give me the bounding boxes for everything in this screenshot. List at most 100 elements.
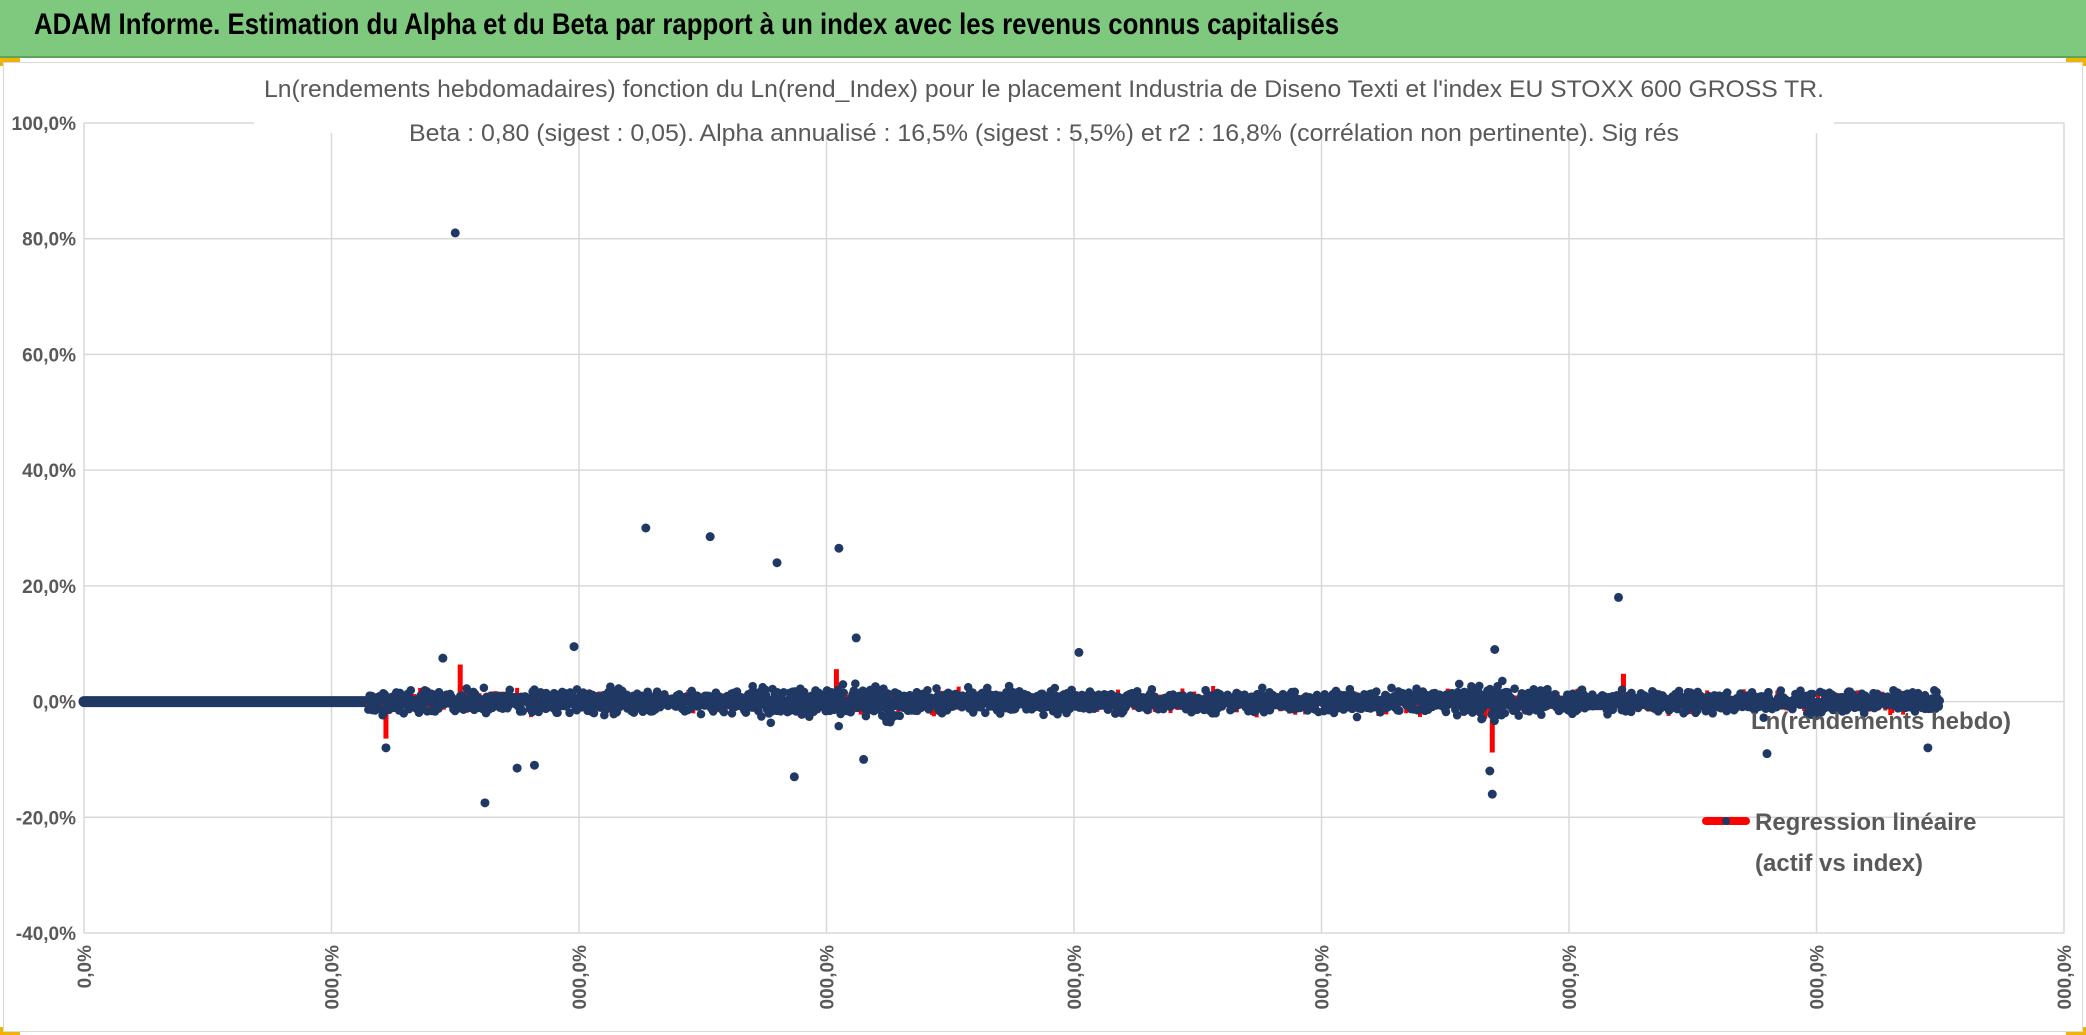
- scatter-point: [565, 708, 574, 718]
- scatter-point: [1498, 676, 1507, 686]
- scatter-point: [518, 707, 528, 716]
- scatter-point: [1510, 684, 1519, 693]
- y-tick-label: -20,0%: [16, 808, 76, 829]
- scatter-outlier: [1487, 789, 1497, 799]
- scatter-outlier: [529, 760, 539, 770]
- scatter-chart: -40,0% -20,0% 0,0% 20,0% 40,0% 60,0% 80,0% 100,…: [12, 67, 2076, 1009]
- scatter-point: [1039, 710, 1048, 720]
- x-tick-label: 0,0%: [75, 945, 96, 988]
- scatter-point: [912, 687, 922, 697]
- scatter-series: [364, 228, 1945, 808]
- chart-title-line2: Beta : 0,80 (sigest : 0,05). Alpha annua…: [409, 120, 1679, 147]
- scatter-point: [719, 707, 729, 717]
- x-tick-label: 000,0%: [1065, 945, 1086, 1010]
- report-title: ADAM Informe. Estimation du Alpha et du …: [34, 8, 1340, 41]
- scatter-point: [1808, 689, 1818, 699]
- x-tick-label: 000,0%: [1808, 945, 1829, 1010]
- scatter-point: [1617, 685, 1627, 694]
- scatter-outlier: [1490, 645, 1500, 654]
- scatter-point: [696, 709, 706, 719]
- scatter-outlier: [1074, 647, 1084, 657]
- scatter-point: [829, 705, 839, 715]
- scatter-point: [834, 721, 844, 731]
- scatter-point: [1290, 687, 1300, 697]
- scatter-outlier: [512, 763, 522, 773]
- scatter-outlier: [851, 633, 861, 643]
- scatter-point: [1111, 709, 1120, 718]
- scatter-point: [589, 708, 599, 718]
- scatter-point: [505, 685, 515, 695]
- scatter-point: [982, 683, 992, 693]
- scatter-outlier: [438, 653, 448, 663]
- scatter-point: [1776, 686, 1786, 695]
- scatter-point: [1372, 687, 1381, 696]
- scatter-point: [1514, 711, 1523, 720]
- scatter-point: [479, 683, 489, 693]
- x-tick-label: 000,0%: [1560, 945, 1581, 1010]
- scatter-point: [1477, 714, 1487, 723]
- grid: [83, 122, 2065, 934]
- scatter-point: [1759, 713, 1769, 722]
- scatter-point: [846, 707, 855, 717]
- y-tick-label: -40,0%: [16, 924, 76, 945]
- legend-label-regression-line1: Regression linéaire: [1755, 809, 1976, 836]
- scatter-point: [839, 688, 849, 698]
- chart-title-bg: [254, 67, 1834, 133]
- scatter-outlier: [1614, 592, 1623, 602]
- y-tick-label: 80,0%: [22, 230, 76, 251]
- scatter-point: [1394, 706, 1404, 715]
- x-tick-label: 000,0%: [570, 945, 591, 1010]
- scatter-point: [1050, 683, 1060, 693]
- scatter-point: [1722, 688, 1732, 697]
- scatter-point: [838, 680, 848, 689]
- legend-label-scatter: Ln(rendements hebdo): [1751, 708, 2011, 735]
- scatter-point: [851, 679, 860, 688]
- scatter-point: [1537, 710, 1546, 720]
- scatter-outlier: [772, 558, 782, 568]
- scatter-outlier: [705, 532, 715, 542]
- scatter-outlier: [480, 798, 490, 808]
- x-tick-label: 000,0%: [2055, 945, 2076, 1010]
- scatter-outlier: [789, 772, 799, 782]
- scatter-outlier: [1485, 766, 1495, 776]
- scatter-outlier: [1923, 743, 1933, 753]
- scatter-point: [1454, 679, 1464, 689]
- scatter-point: [757, 712, 766, 721]
- scatter-outlier: [834, 543, 844, 553]
- axis-labels: -40,0% -20,0% 0,0% 20,0% 40,0% 60,0% 80,0% 100,…: [12, 114, 2076, 1009]
- scatter-point: [895, 711, 905, 721]
- scatter-point: [981, 708, 990, 718]
- scatter-point: [1452, 710, 1462, 720]
- scatter-point: [1708, 709, 1717, 718]
- scatter-point: [932, 684, 941, 693]
- scatter-point: [1626, 707, 1636, 717]
- scatter-point: [1441, 707, 1451, 717]
- y-tick-label: 60,0%: [22, 345, 76, 366]
- legend: Ln(rendements hebdo) Regression linéaire…: [1702, 708, 2011, 877]
- x-tick-label: 000,0%: [323, 945, 344, 1010]
- scatter-point: [1347, 704, 1357, 714]
- y-tick-label: 0,0%: [33, 693, 76, 714]
- scatter-point: [797, 710, 807, 719]
- chart-area: -40,0% -20,0% 0,0% 20,0% 40,0% 60,0% 80,0% 100,…: [3, 62, 2083, 1032]
- scatter-point: [1640, 691, 1649, 700]
- legend-swatch-regression-marker: [1722, 817, 1730, 825]
- y-tick-label: 100,0%: [12, 114, 77, 135]
- scatter-point: [1147, 685, 1157, 694]
- scatter-outlier: [641, 523, 651, 533]
- scatter-point: [1257, 683, 1267, 693]
- report-header: ADAM Informe. Estimation du Alpha et du …: [0, 0, 2086, 58]
- scatter-point: [1467, 682, 1476, 691]
- scatter-outlier: [1762, 749, 1772, 759]
- scatter-outlier: [859, 754, 869, 764]
- y-tick-label: 20,0%: [22, 577, 76, 598]
- chart-title-line1: Ln(rendements hebdomadaires) fonction du…: [264, 76, 1824, 103]
- scatter-point: [643, 687, 652, 697]
- scatter-point: [1490, 716, 1499, 726]
- x-tick-label: 000,0%: [818, 945, 839, 1010]
- scatter-outlier: [381, 743, 391, 753]
- scatter-point: [1500, 708, 1510, 718]
- scatter-outlier: [569, 642, 579, 652]
- y-tick-label: 40,0%: [22, 461, 76, 482]
